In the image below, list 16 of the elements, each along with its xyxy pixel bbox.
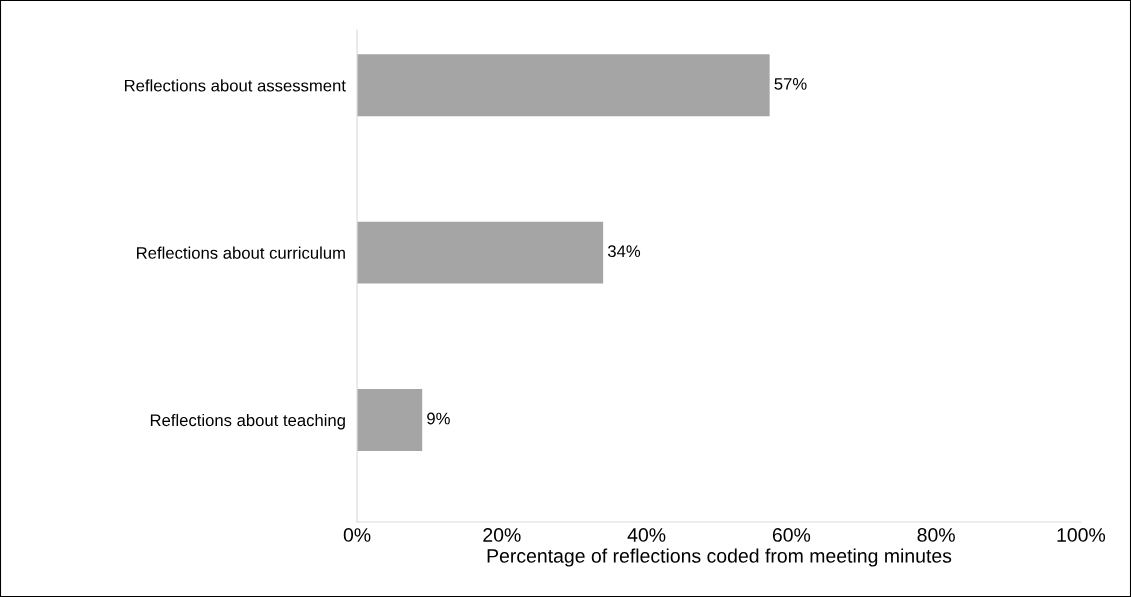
data-label: 34% <box>607 245 641 258</box>
x-tick-label: 0% <box>343 528 371 542</box>
x-tick-label: 20% <box>483 528 521 542</box>
y-tick-label: Reflections about teaching <box>150 413 345 430</box>
data-label: 9% <box>427 412 450 425</box>
x-tick-label: 100% <box>1057 528 1106 542</box>
bar <box>357 54 770 117</box>
x-tick-label: 60% <box>772 528 811 542</box>
x-tick-label: 40% <box>627 528 666 542</box>
data-label: 57% <box>774 78 807 90</box>
y-tick-label: Reflections about assessment <box>124 79 346 92</box>
x-tick-label: 80% <box>917 528 955 542</box>
bar <box>357 389 423 451</box>
bar <box>357 221 604 284</box>
y-tick-label: Reflections about curriculum <box>137 246 345 259</box>
x-axis-title: Percentage of reflections coded from meeting minutes <box>487 548 952 567</box>
